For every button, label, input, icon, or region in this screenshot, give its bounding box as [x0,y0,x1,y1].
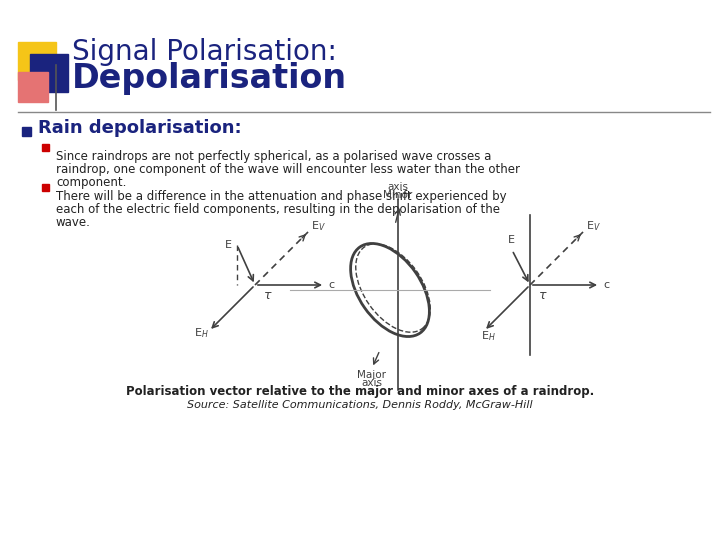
Text: Major: Major [358,370,387,380]
Text: Rain depolarisation:: Rain depolarisation: [38,119,242,137]
Text: E: E [225,240,232,250]
Text: Since raindrops are not perfectly spherical, as a polarised wave crosses a: Since raindrops are not perfectly spheri… [56,150,491,163]
Text: E$_V$: E$_V$ [311,219,326,233]
Text: E: E [508,235,515,245]
Bar [30,54,68,92]
Text: $\tau$: $\tau$ [538,289,548,302]
Text: c: c [328,280,334,290]
Bar [22,127,31,136]
Bar [42,184,49,191]
Text: E$_V$: E$_V$ [586,219,601,233]
Text: each of the electric field components, resulting in the depolarisation of the: each of the electric field components, r… [56,203,500,216]
Text: raindrop, one component of the wave will encounter less water than the other: raindrop, one component of the wave will… [56,163,520,176]
Text: E$_H$: E$_H$ [481,329,496,343]
Text: $\tau$: $\tau$ [263,289,273,302]
Text: c: c [603,280,609,290]
Text: Polarisation vector relative to the major and minor axes of a raindrop.: Polarisation vector relative to the majo… [126,386,594,399]
Text: There will be a difference in the attenuation and phase shift experienced by: There will be a difference in the attenu… [56,190,507,203]
Text: E$_H$: E$_H$ [194,326,209,340]
Text: axis: axis [361,378,382,388]
Text: Minor: Minor [383,190,413,200]
Bar [18,72,48,102]
Text: Source: Satellite Communications, Dennis Roddy, McGraw-Hill: Source: Satellite Communications, Dennis… [187,400,533,410]
Bar [18,42,56,80]
Text: Depolarisation: Depolarisation [72,62,347,95]
Text: Signal Polarisation:: Signal Polarisation: [72,38,337,66]
Text: axis: axis [387,182,408,192]
Bar [42,144,49,151]
Text: component.: component. [56,176,127,189]
Text: wave.: wave. [56,216,91,229]
